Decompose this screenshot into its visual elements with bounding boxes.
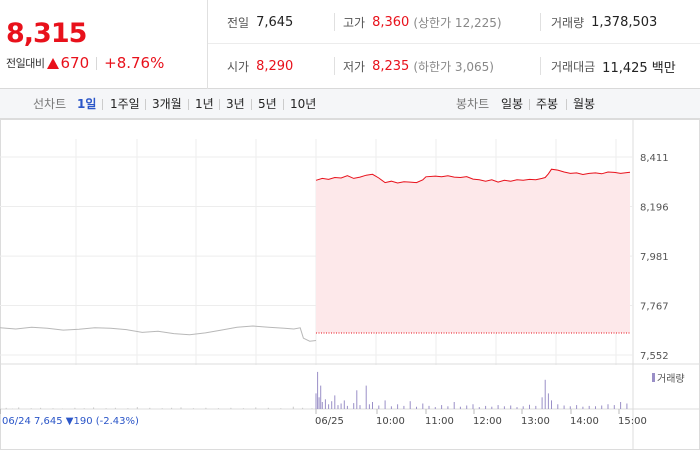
volume-chart: 거래량	[0, 363, 700, 410]
tab-3y[interactable]: 3년	[226, 97, 245, 111]
tab-1y[interactable]: 1년	[195, 97, 214, 111]
stat-prev-close: 전일 7,645	[227, 0, 293, 44]
stat-value: 8,235	[372, 58, 410, 74]
y-tick-label: 8,411	[640, 153, 669, 164]
x-axis: 06/25 10:00 11:00 12:00 13:00 14:00 15:00 06/24…	[0, 409, 647, 427]
stat-trade-value: 거래대금 11,425 백만	[540, 57, 676, 76]
stat-high: 고가 8,360 (상한가 12,225)	[334, 13, 502, 31]
tab-divider	[529, 99, 530, 110]
x-tick-label: 12:00	[473, 416, 502, 427]
tab-10y[interactable]: 10년	[290, 97, 317, 111]
tab-5y[interactable]: 5년	[258, 97, 277, 111]
stat-value: 11,425 백만	[602, 60, 676, 76]
tab-divider	[566, 99, 567, 110]
stat-label: 시가	[227, 59, 250, 74]
tab-divider	[102, 99, 103, 110]
candle-chart-label: 봉차트	[456, 97, 490, 111]
x-tick-label: 10:00	[376, 416, 405, 427]
y-tick-label: 7,767	[640, 301, 669, 312]
stat-value: 1,378,503	[591, 14, 658, 30]
change-value: 670	[60, 54, 90, 72]
stat-value: 7,645	[256, 14, 294, 30]
stat-label: 저가	[343, 59, 366, 74]
current-price: 8,315	[6, 18, 87, 49]
price-chart: 8,411 8,196 7,981 7,767 7,552 거래량 06/25 10:00…	[0, 119, 700, 450]
stat-label: 전일	[227, 15, 250, 30]
today-price-line	[315, 168, 631, 184]
y-tick-label: 7,552	[640, 351, 669, 362]
price-box: 8,315 전일대비 670 +8.76%	[0, 0, 208, 89]
prev-day-info: 06/24 7,645 ▼190 (-2.43%)	[2, 416, 139, 427]
line-chart-label: 선차트	[33, 97, 67, 111]
x-tick-label: 15:00	[618, 416, 647, 427]
change-row: 전일대비 670 +8.76%	[6, 54, 164, 72]
today-fill-area	[316, 169, 630, 333]
stat-sub: (하한가 3,065)	[413, 59, 494, 74]
x-tick-label: 11:00	[425, 416, 454, 427]
x-tick-label: 06/25	[315, 416, 344, 427]
tab-monthly-candle[interactable]: 월봉	[573, 97, 596, 111]
chart-tab-bar: 선차트 1일 1주일 3개월 1년 3년 5년 10년 봉차트 일봉 주봉 월봉	[0, 89, 700, 119]
prev-day-price-line	[0, 325, 317, 342]
change-label: 전일대비	[6, 57, 45, 70]
divider	[96, 56, 98, 70]
stat-value: 8,290	[256, 58, 294, 74]
tab-1d[interactable]: 1일	[77, 97, 97, 111]
volume-legend-label: 거래량	[657, 373, 685, 385]
tab-divider	[251, 99, 252, 110]
change-percent: +8.76%	[104, 54, 165, 72]
tab-divider	[188, 99, 189, 110]
stat-label: 거래량	[551, 15, 585, 30]
y-tick-label: 8,196	[640, 203, 669, 214]
tab-divider	[219, 99, 220, 110]
tab-weekly-candle[interactable]: 주봉	[536, 97, 559, 111]
chart-svg: 8,411 8,196 7,981 7,767 7,552 거래량 06/25 10:00…	[0, 119, 700, 450]
up-triangle-icon	[47, 57, 60, 69]
stat-volume: 거래량 1,378,503	[540, 13, 657, 31]
stat-low: 저가 8,235 (하한가 3,065)	[334, 57, 494, 75]
quote-summary: 8,315 전일대비 670 +8.76% 전일 7,645 고가 8,360 …	[0, 0, 700, 89]
stats-row-1: 전일 7,645 고가 8,360 (상한가 12,225) 거래량 1,378…	[208, 0, 700, 44]
stat-label: 거래대금	[551, 59, 596, 74]
y-tick-label: 7,981	[640, 252, 669, 263]
x-tick-label: 13:00	[521, 416, 550, 427]
chart-lines	[0, 168, 631, 342]
x-tick-label: 14:00	[570, 416, 599, 427]
tab-3m[interactable]: 3개월	[152, 97, 182, 111]
y-axis: 8,411 8,196 7,981 7,767 7,552	[640, 153, 669, 362]
stats-row-2: 시가 8,290 저가 8,235 (하한가 3,065) 거래대금 11,42…	[208, 44, 700, 88]
chart-fill	[316, 169, 630, 334]
tab-divider	[145, 99, 146, 110]
tab-divider	[283, 99, 284, 110]
volume-legend-swatch	[652, 373, 655, 382]
stat-value: 8,360	[372, 14, 410, 30]
stat-sub: (상한가 12,225)	[413, 15, 502, 30]
stat-label: 고가	[343, 15, 366, 30]
stat-open: 시가 8,290	[227, 44, 293, 88]
stats-table: 전일 7,645 고가 8,360 (상한가 12,225) 거래량 1,378…	[208, 0, 700, 89]
tab-1w[interactable]: 1주일	[110, 97, 140, 111]
tab-daily-candle[interactable]: 일봉	[501, 97, 524, 111]
